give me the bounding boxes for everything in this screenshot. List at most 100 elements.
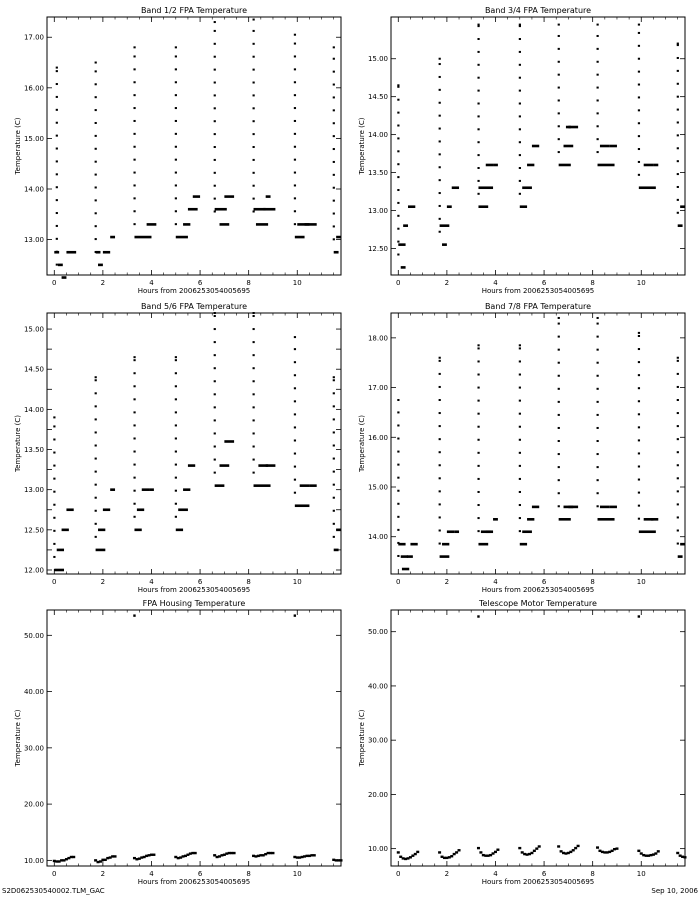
data-point [576, 844, 580, 848]
data-segment [451, 186, 460, 190]
x-tick-label: 4 [493, 870, 498, 878]
data-point [332, 392, 335, 395]
data-point [477, 399, 480, 402]
data-point [438, 114, 441, 117]
chart-panel-3: Band 5/6 FPA Temperature Hours from 20062… [14, 302, 342, 594]
data-point [481, 853, 485, 857]
data-segment [568, 125, 579, 129]
data-point [293, 132, 297, 135]
data-point [293, 336, 297, 339]
data-point [557, 492, 560, 495]
data-point [649, 853, 653, 857]
data-point [293, 478, 297, 481]
data-segment [677, 555, 683, 558]
data-point [271, 851, 275, 855]
y-axis-label: Temperature (C) [358, 117, 366, 175]
data-segment [333, 548, 339, 552]
data-point [518, 412, 521, 415]
data-point [293, 465, 297, 468]
data-point [477, 504, 480, 507]
data-segment [187, 464, 196, 467]
data-point [332, 225, 335, 228]
data-point [518, 89, 521, 92]
data-point [174, 46, 177, 49]
x-tick-label: 2 [101, 578, 105, 586]
data-point [94, 376, 97, 379]
data-segment [265, 195, 271, 198]
y-tick-label: 15.00 [368, 55, 388, 63]
data-point [293, 426, 297, 429]
x-tick-label: 8 [590, 870, 594, 878]
data-point [140, 856, 144, 859]
data-point [518, 425, 521, 428]
data-segment [609, 505, 617, 509]
data-segment [680, 205, 685, 209]
data-point [332, 444, 335, 447]
data-point [293, 348, 297, 351]
data-point [213, 432, 216, 435]
data-point [676, 503, 679, 506]
data-point [557, 47, 560, 50]
x-tick-label: 8 [246, 279, 250, 287]
data-point [332, 522, 335, 525]
data-point [293, 158, 297, 161]
data-point [596, 151, 599, 154]
data-point [397, 137, 400, 140]
data-point [133, 515, 136, 518]
data-point [55, 237, 58, 240]
data-point [293, 42, 297, 45]
data-point [438, 542, 441, 545]
data-point [637, 148, 641, 151]
data-point [477, 344, 480, 347]
data-point [477, 517, 480, 520]
data-point [133, 145, 136, 148]
data-segment [527, 518, 535, 521]
data-point [676, 160, 679, 163]
data-point [174, 463, 177, 466]
data-point [332, 173, 335, 176]
data-point [94, 859, 98, 862]
data-point [557, 23, 560, 26]
data-point [438, 140, 441, 143]
data-point [103, 858, 107, 862]
data-segment [597, 518, 615, 521]
data-point [332, 160, 335, 163]
data-point [293, 400, 297, 403]
data-point [438, 372, 441, 375]
data-point [181, 855, 185, 858]
y-tick-label: 15.00 [24, 326, 44, 334]
data-point [94, 470, 97, 473]
data-point [574, 846, 578, 850]
y-tick-label: 30.00 [24, 744, 44, 752]
chart-title: Band 1/2 FPA Temperature [141, 6, 247, 15]
data-point [213, 184, 216, 187]
x-axis-label: Hours from 2006253054005695 [482, 287, 595, 295]
data-point [252, 315, 255, 318]
data-point [438, 477, 441, 480]
y-tick-label: 14.00 [24, 406, 44, 414]
data-point [252, 210, 255, 213]
data-point [293, 81, 297, 84]
data-point [174, 411, 177, 414]
data-point [133, 437, 136, 440]
data-point [213, 42, 216, 45]
data-segment [478, 186, 494, 190]
data-point [596, 400, 599, 403]
x-axis-label: Hours from 2006253054005695 [138, 586, 251, 594]
x-axis-label: Hours from 2006253054005695 [138, 287, 251, 295]
data-segment [219, 223, 230, 226]
data-point [518, 115, 521, 118]
data-point [676, 69, 679, 72]
data-point [293, 210, 297, 213]
chart-panel-6: Telescope Motor Temperature Hours from 20… [358, 599, 687, 886]
data-segment [304, 223, 317, 226]
data-point [94, 225, 97, 228]
data-segment [265, 464, 276, 467]
data-point [477, 128, 480, 131]
data-point [637, 452, 641, 455]
data-point [174, 515, 177, 518]
data-point [676, 56, 679, 59]
data-point [676, 412, 679, 415]
data-point [174, 210, 177, 213]
data-point [252, 158, 255, 161]
